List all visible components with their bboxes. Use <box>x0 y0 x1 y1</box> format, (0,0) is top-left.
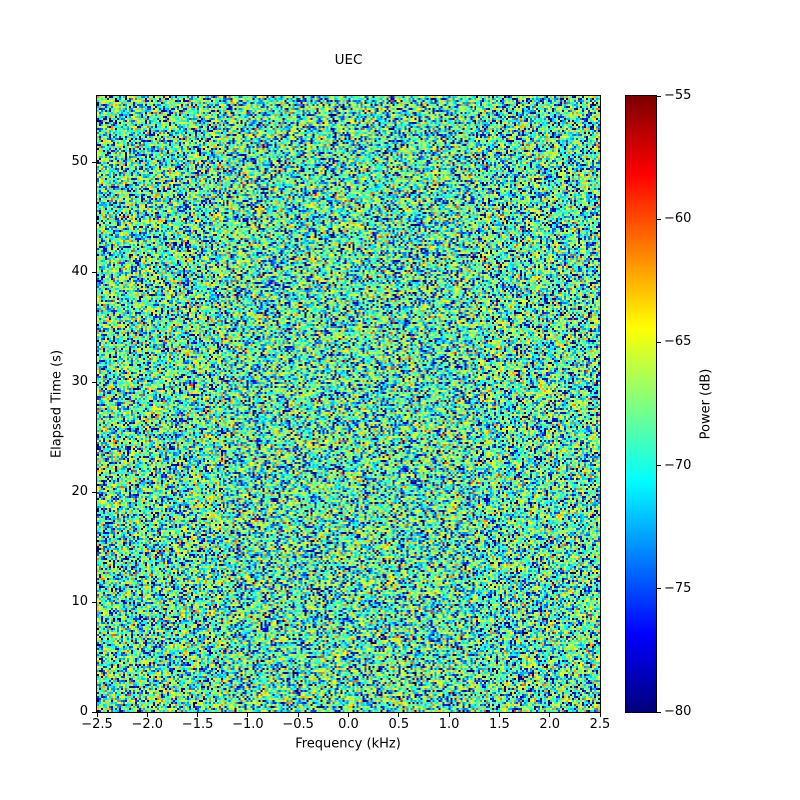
x-tick-mark <box>197 713 199 717</box>
y-tick-label: 40 <box>71 264 88 279</box>
y-tick-label: 20 <box>71 484 88 499</box>
y-tick-label: 10 <box>71 594 88 609</box>
y-axis-label: Elapsed Time (s) <box>49 349 65 459</box>
colorbar-label: Power (dB) <box>698 368 714 440</box>
x-tick-mark <box>146 713 148 717</box>
x-tick-mark <box>247 713 249 717</box>
x-tick-label: 1.5 <box>489 717 510 732</box>
y-tick-mark <box>92 711 96 713</box>
colorbar-gradient-canvas <box>626 96 656 712</box>
x-tick-label: 0.0 <box>338 717 359 732</box>
x-tick-label: −1.0 <box>232 717 264 732</box>
x-tick-label: 2.5 <box>589 717 611 732</box>
x-axis-label: Frequency (kHz) <box>295 736 401 752</box>
x-tick-label: −1.5 <box>181 717 214 732</box>
x-tick-label: −2.5 <box>81 717 113 732</box>
plot-title: UEC <box>334 52 363 68</box>
y-tick-label: 30 <box>71 374 88 389</box>
x-tick-mark <box>297 713 299 717</box>
spectrogram-canvas <box>97 96 600 712</box>
x-tick-label: 0.5 <box>388 717 410 732</box>
colorbar <box>625 95 657 713</box>
colorbar-tick-label: −70 <box>664 457 692 473</box>
x-tick-label: 1.0 <box>438 717 460 732</box>
colorbar-tick-label: −55 <box>664 88 692 103</box>
colorbar-tick-label: −75 <box>664 580 692 596</box>
x-tick-mark <box>498 713 500 717</box>
y-tick-mark <box>92 381 96 383</box>
y-tick-label: 50 <box>71 154 88 169</box>
colorbar-tick-mark <box>657 588 661 590</box>
colorbar-tick-label: −80 <box>664 704 692 719</box>
colorbar-tick-label: −60 <box>664 211 692 227</box>
x-tick-mark <box>348 713 349 717</box>
colorbar-tick-mark <box>657 218 661 220</box>
colorbar-tick-label: −65 <box>664 334 692 350</box>
x-tick-label: −2.0 <box>131 717 164 732</box>
colorbar-tick-mark <box>657 711 661 713</box>
y-tick-label: 0 <box>79 704 88 719</box>
x-tick-mark <box>448 713 450 717</box>
spectrogram-plot-area <box>96 95 601 713</box>
y-tick-mark <box>92 491 96 493</box>
x-tick-mark <box>549 713 551 717</box>
colorbar-tick-mark <box>657 465 661 467</box>
x-tick-label: −0.5 <box>282 717 314 732</box>
y-tick-mark <box>92 601 96 603</box>
colorbar-tick-mark <box>657 341 661 343</box>
colorbar-tick-mark <box>657 95 661 97</box>
x-tick-mark <box>599 713 601 717</box>
x-tick-mark <box>398 713 400 717</box>
x-tick-label: 2.0 <box>539 717 561 732</box>
y-tick-mark <box>92 271 96 273</box>
y-tick-mark <box>92 161 96 163</box>
x-tick-mark <box>96 713 98 717</box>
